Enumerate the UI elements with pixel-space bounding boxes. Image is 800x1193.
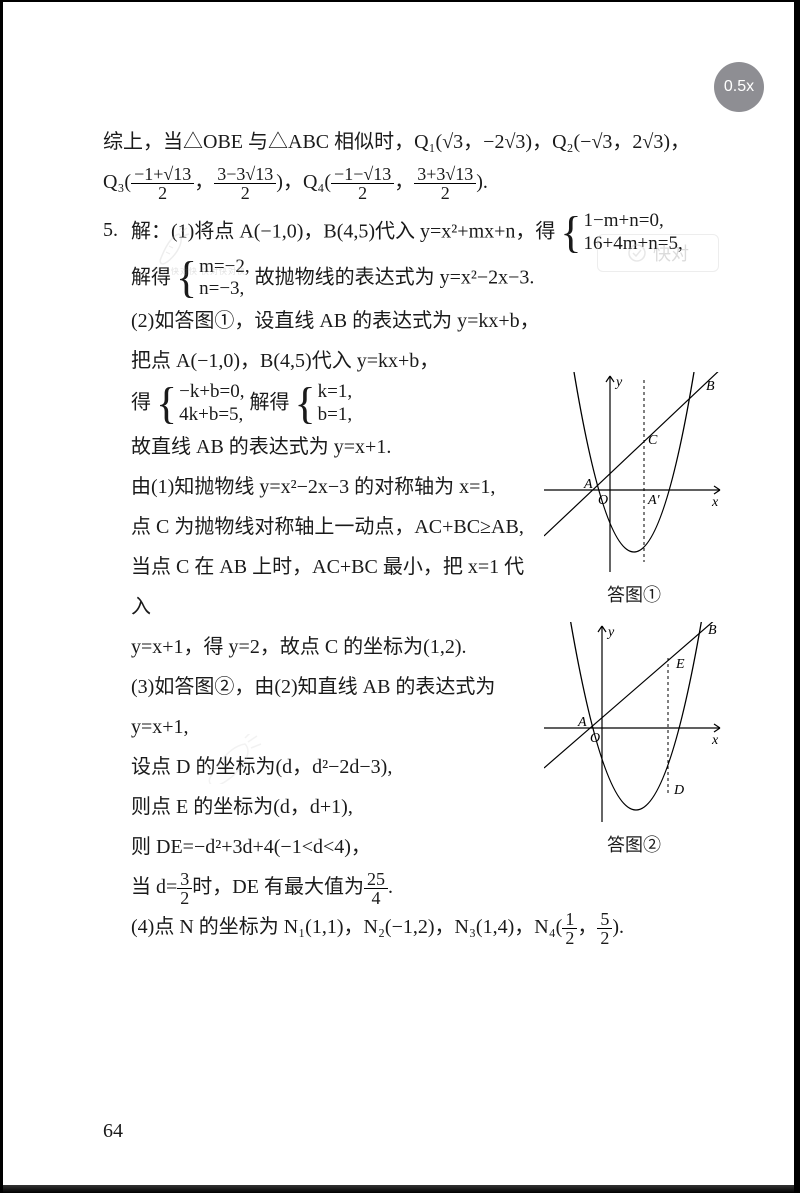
fraction: 12	[562, 910, 577, 947]
page: 0.5x 快对快对快 快对快对快 快对 答案圈 MXQE.COM	[0, 0, 800, 1193]
fraction: 32	[177, 870, 192, 907]
svg-text:C: C	[648, 433, 658, 448]
problem-5: 5. 解：(1)将点 A(−1,0)，B(4,5)代入 y=x²+mx+n，得 …	[103, 210, 714, 256]
text-line: 设点 D 的坐标为(d，d²−2d−3),	[131, 747, 541, 787]
svg-text:A: A	[577, 715, 587, 730]
text-line: 把点 A(−1,0)，B(4,5)代入 y=kx+b，	[131, 341, 541, 381]
text-line: 故直线 AB 的表达式为 y=x+1.	[131, 427, 541, 467]
svg-text:A′: A′	[647, 493, 661, 508]
text-line: 当点 C 在 AB 上时，AC+BC 最小，把 x=1 代入	[131, 547, 541, 627]
text-line: 则 DE=−d²+3d+4(−1<d<4)，	[131, 827, 541, 867]
svg-text:O: O	[590, 731, 600, 746]
page-number: 64	[103, 1120, 123, 1143]
svg-text:y: y	[614, 375, 623, 390]
text-line: 则点 E 的坐标为(d，d+1),	[131, 787, 541, 827]
system-brace: { 1−m+n=0, 16+4m+n=5,	[560, 210, 682, 256]
watermark-bottom-small: MXQE.COM	[632, 1161, 770, 1179]
text-line: (3)如答图②，由(2)知直线 AB 的表达式为 y=x+1,	[131, 667, 541, 747]
text-line: 由(1)知抛物线 y=x²−2x−3 的对称轴为 x=1,	[131, 467, 541, 507]
fraction: 254	[364, 870, 388, 907]
system-brace: { k=1, b=1,	[295, 381, 353, 427]
figure-1-svg: B C A O A′ x y	[544, 372, 724, 577]
svg-text:y: y	[606, 625, 615, 640]
text-line: 解：(1)将点 A(−1,0)，B(4,5)代入 y=x²+mx+n，得	[131, 220, 555, 242]
watermark-bottom: 答案圈 MXQE.COM	[632, 1119, 770, 1179]
text-line: 点 C 为抛物线对称轴上一动点，AC+BC≥AB,	[131, 507, 541, 547]
svg-text:B: B	[706, 379, 715, 394]
figure-2-svg: B E A O x y D	[544, 622, 724, 827]
figure-2: B E A O x y D 答图②	[544, 622, 724, 857]
figure-1: B C A O A′ x y 答图①	[544, 372, 724, 607]
fraction: −1+√132	[131, 165, 194, 202]
figure-1-caption: 答图①	[544, 581, 724, 607]
system-brace: { m=−2, n=−3,	[176, 256, 250, 302]
text-line: 综上，当△OBE 与△ABC 相似时，Q₁(√3，−2√3)，Q₂(−√3，2√…	[103, 122, 714, 162]
text-line: 当 d=32时，DE 有最大值为254.	[131, 867, 541, 907]
svg-text:E: E	[675, 657, 685, 672]
zoom-badge[interactable]: 0.5x	[714, 62, 764, 112]
problem-number: 5.	[103, 210, 131, 250]
fraction: 3−3√132	[214, 165, 276, 202]
text-line: (2)如答图①，设直线 AB 的表达式为 y=kx+b，	[131, 301, 541, 341]
text-line: 得 { −k+b=0, 4k+b=5, 解得 { k=1, b=1,	[131, 381, 541, 427]
text-line: y=x+1，得 y=2，故点 C 的坐标为(1,2).	[131, 627, 541, 667]
zoom-badge-text: 0.5x	[724, 78, 754, 96]
text-line: (4)点 N 的坐标为 N₁(1,1)，N₂(−1,2)，N₃(1,4)，N₄(…	[131, 907, 714, 947]
fraction: −1−√132	[331, 165, 394, 202]
svg-text:A: A	[583, 477, 593, 492]
figure-2-caption: 答图②	[544, 831, 724, 857]
svg-text:B: B	[708, 623, 717, 638]
fraction: 52	[597, 910, 612, 947]
svg-text:O: O	[598, 493, 608, 508]
svg-text:x: x	[711, 495, 719, 510]
watermark-bottom-big: 答案圈	[632, 1119, 770, 1159]
fraction: 3+3√132	[414, 165, 476, 202]
svg-text:D: D	[673, 783, 684, 798]
system-brace: { −k+b=0, 4k+b=5,	[156, 381, 245, 427]
text-line: Q₃(−1+√132，3−3√132)，Q₄(−1−√132，3+3√132).	[103, 162, 714, 202]
svg-text:x: x	[711, 733, 719, 748]
text-line: 解得 { m=−2, n=−3, 故抛物线的表达式为 y=x²−2x−3.	[131, 256, 714, 302]
